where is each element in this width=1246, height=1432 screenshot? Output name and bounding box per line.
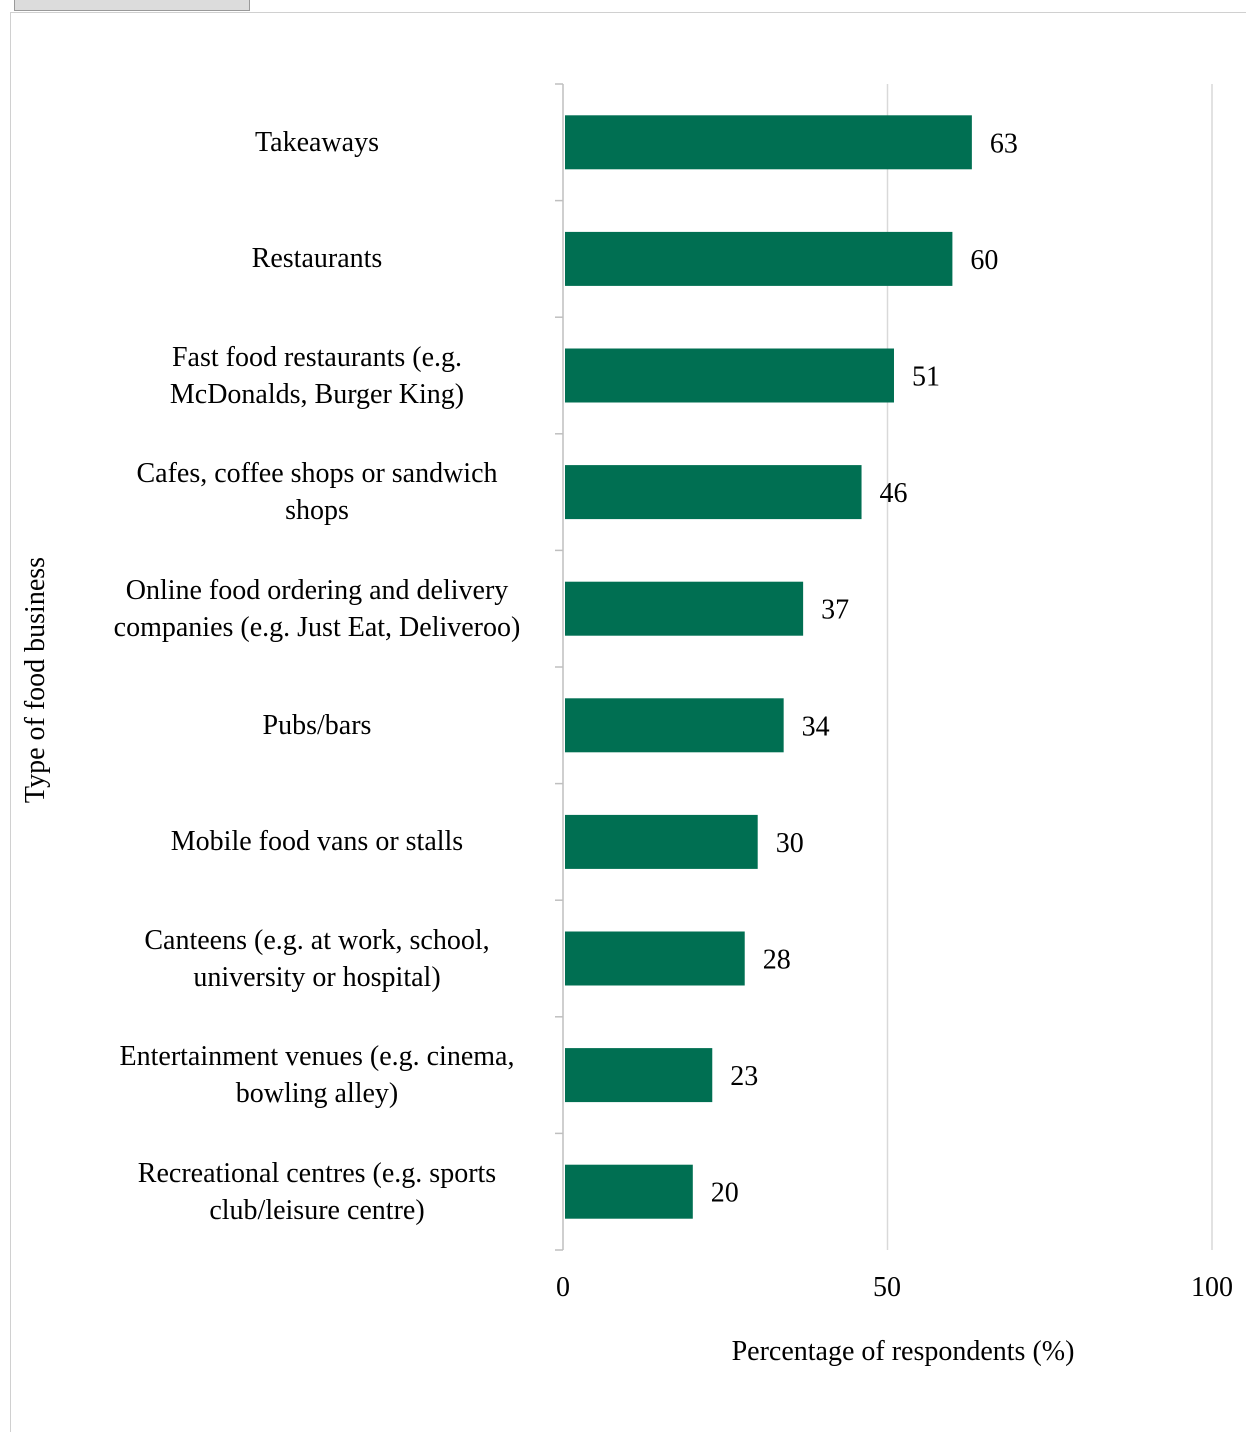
category-label-1: Restaurants [251,243,383,275]
x-tick-label-100: 100 [1191,1272,1233,1303]
category-label-5: Pubs/bars [262,709,372,741]
data-label-1: 60 [970,245,998,276]
bar-7 [565,931,745,986]
data-label-0: 63 [990,128,1018,159]
data-label-2: 51 [912,362,940,393]
bar-9 [565,1164,693,1219]
data-label-9: 20 [711,1178,739,1209]
bar-6 [565,814,758,869]
category-label-2: Fast food restaurants (e.g. McDonalds, B… [169,341,465,410]
x-axis-title: Percentage of respondents (%) [731,1336,1075,1367]
x-tick-label-0: 0 [556,1272,570,1303]
tab-stub[interactable] [14,0,250,11]
data-label-6: 30 [776,828,804,859]
bar-5 [565,698,784,753]
category-label-6: Mobile food vans or stalls [170,826,464,858]
category-label-9: Recreational centres (e.g. sports club/l… [137,1157,497,1226]
data-label-3: 46 [880,478,908,509]
category-label-8: Entertainment venues (e.g. cinema, bowli… [119,1041,515,1110]
category-label-4: Online food ordering and delivery compan… [113,574,521,643]
bar-8 [565,1048,713,1103]
data-label-5: 34 [802,711,830,742]
bar-4 [565,581,804,636]
data-label-8: 23 [730,1061,758,1092]
data-label-4: 37 [821,595,849,626]
bar-1 [565,231,953,286]
category-label-0: Takeaways [255,126,379,158]
category-label-7: Canteens (e.g. at work, school, universi… [144,924,490,993]
category-label-3: Cafes, coffee shops or sandwich shops [136,458,498,527]
data-label-7: 28 [763,945,791,976]
bar-3 [565,465,862,520]
x-tick-label-50: 50 [873,1272,901,1303]
bar-0 [565,115,972,170]
bar-2 [565,348,894,403]
chart-frame [10,12,1246,1432]
